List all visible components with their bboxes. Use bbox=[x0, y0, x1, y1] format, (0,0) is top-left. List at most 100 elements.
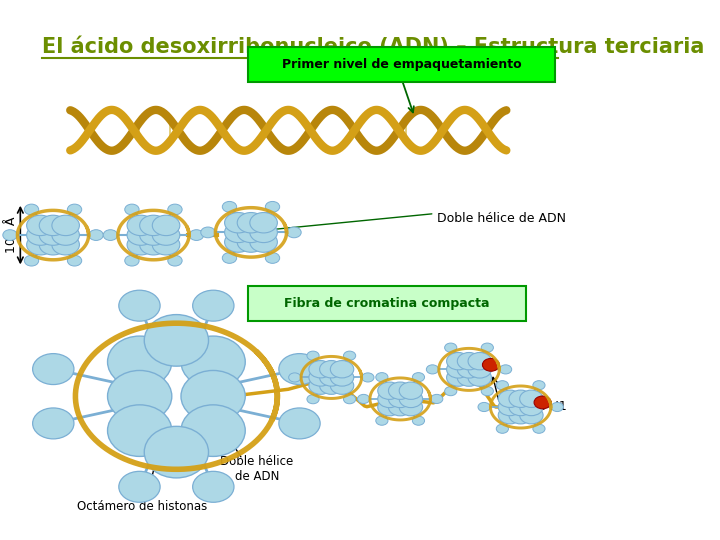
Ellipse shape bbox=[533, 381, 545, 390]
Ellipse shape bbox=[481, 387, 493, 396]
Ellipse shape bbox=[127, 234, 155, 255]
Ellipse shape bbox=[266, 253, 279, 264]
Ellipse shape bbox=[189, 230, 204, 240]
Ellipse shape bbox=[446, 353, 470, 370]
Ellipse shape bbox=[457, 369, 481, 386]
Ellipse shape bbox=[376, 373, 388, 382]
Ellipse shape bbox=[68, 255, 81, 266]
Ellipse shape bbox=[24, 255, 39, 266]
Ellipse shape bbox=[125, 204, 139, 215]
Ellipse shape bbox=[445, 343, 456, 352]
Ellipse shape bbox=[389, 382, 412, 400]
Ellipse shape bbox=[52, 215, 79, 235]
Ellipse shape bbox=[250, 232, 277, 252]
Ellipse shape bbox=[153, 234, 180, 255]
Ellipse shape bbox=[376, 416, 388, 426]
Ellipse shape bbox=[498, 390, 522, 408]
Ellipse shape bbox=[140, 234, 167, 255]
Text: El ácido desoxirribonucleico (ADN) – Estructura terciaria: El ácido desoxirribonucleico (ADN) – Est… bbox=[42, 36, 704, 57]
Ellipse shape bbox=[498, 407, 522, 424]
Ellipse shape bbox=[107, 336, 172, 388]
Ellipse shape bbox=[153, 225, 180, 245]
Ellipse shape bbox=[52, 225, 79, 245]
Text: Doble hélice de ADN: Doble hélice de ADN bbox=[438, 212, 567, 226]
Ellipse shape bbox=[413, 416, 425, 426]
Ellipse shape bbox=[509, 390, 532, 408]
Ellipse shape bbox=[320, 361, 343, 378]
Ellipse shape bbox=[533, 424, 545, 433]
Ellipse shape bbox=[509, 407, 532, 424]
Ellipse shape bbox=[551, 402, 563, 411]
Ellipse shape bbox=[320, 377, 343, 394]
Ellipse shape bbox=[399, 399, 423, 416]
Ellipse shape bbox=[399, 390, 423, 408]
Ellipse shape bbox=[40, 225, 67, 245]
Ellipse shape bbox=[358, 394, 369, 403]
Ellipse shape bbox=[107, 370, 172, 422]
Ellipse shape bbox=[27, 225, 54, 245]
Ellipse shape bbox=[153, 215, 180, 235]
Ellipse shape bbox=[3, 230, 17, 240]
Ellipse shape bbox=[457, 353, 481, 370]
Ellipse shape bbox=[378, 382, 401, 400]
Ellipse shape bbox=[389, 390, 412, 408]
Ellipse shape bbox=[144, 315, 209, 366]
Ellipse shape bbox=[307, 395, 319, 404]
Text: 100 Å: 100 Å bbox=[5, 217, 18, 253]
Ellipse shape bbox=[40, 215, 67, 235]
Ellipse shape bbox=[330, 361, 354, 378]
Ellipse shape bbox=[24, 204, 39, 215]
Ellipse shape bbox=[279, 408, 320, 439]
Ellipse shape bbox=[68, 204, 81, 215]
Ellipse shape bbox=[481, 343, 493, 352]
Ellipse shape bbox=[468, 369, 492, 386]
Ellipse shape bbox=[27, 215, 54, 235]
Ellipse shape bbox=[520, 390, 543, 408]
Ellipse shape bbox=[237, 232, 265, 252]
Ellipse shape bbox=[399, 382, 423, 400]
Ellipse shape bbox=[307, 351, 319, 360]
Ellipse shape bbox=[413, 373, 425, 382]
Ellipse shape bbox=[468, 361, 492, 378]
Ellipse shape bbox=[32, 354, 74, 384]
Ellipse shape bbox=[250, 213, 277, 233]
Ellipse shape bbox=[27, 234, 54, 255]
Text: Fibra de cromatina compacta: Fibra de cromatina compacta bbox=[284, 298, 490, 310]
Ellipse shape bbox=[225, 222, 252, 242]
Ellipse shape bbox=[446, 369, 470, 386]
Text: Primer nivel de empaquetamiento: Primer nivel de empaquetamiento bbox=[282, 58, 522, 71]
Ellipse shape bbox=[289, 373, 301, 382]
Ellipse shape bbox=[125, 255, 139, 266]
Ellipse shape bbox=[181, 336, 246, 388]
Ellipse shape bbox=[496, 381, 508, 390]
Ellipse shape bbox=[500, 365, 512, 374]
Ellipse shape bbox=[222, 253, 237, 264]
Ellipse shape bbox=[534, 396, 551, 409]
Ellipse shape bbox=[103, 230, 117, 240]
Ellipse shape bbox=[225, 213, 252, 233]
Ellipse shape bbox=[309, 369, 333, 386]
Ellipse shape bbox=[509, 399, 532, 416]
Ellipse shape bbox=[107, 405, 172, 456]
Ellipse shape bbox=[181, 370, 246, 422]
Ellipse shape bbox=[250, 222, 277, 242]
Ellipse shape bbox=[378, 399, 401, 416]
Ellipse shape bbox=[468, 353, 492, 370]
Ellipse shape bbox=[457, 361, 481, 378]
Ellipse shape bbox=[520, 407, 543, 424]
Ellipse shape bbox=[237, 222, 265, 242]
Ellipse shape bbox=[446, 361, 470, 378]
Ellipse shape bbox=[343, 395, 356, 404]
Ellipse shape bbox=[40, 234, 67, 255]
Ellipse shape bbox=[389, 399, 412, 416]
Text: Histona H1: Histona H1 bbox=[498, 401, 567, 414]
Ellipse shape bbox=[478, 402, 490, 411]
Ellipse shape bbox=[140, 225, 167, 245]
FancyBboxPatch shape bbox=[248, 286, 526, 321]
Ellipse shape bbox=[361, 373, 374, 382]
Ellipse shape bbox=[222, 201, 237, 212]
Ellipse shape bbox=[140, 215, 167, 235]
Ellipse shape bbox=[309, 361, 333, 378]
FancyBboxPatch shape bbox=[248, 47, 555, 82]
Ellipse shape bbox=[445, 387, 456, 396]
